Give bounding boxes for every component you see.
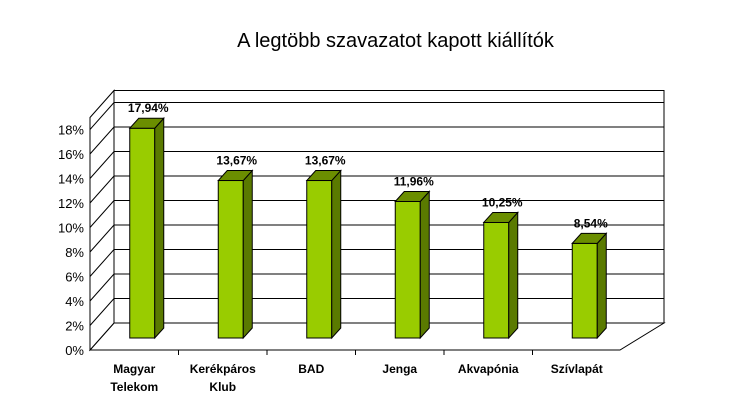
y-tick-label: 18% [58,123,84,138]
y-tick-label: 0% [65,343,84,358]
category-label: Szívlapát [551,362,603,376]
bar-front [394,200,421,339]
bar-front [571,242,598,339]
category-label: BAD [298,362,324,376]
gridline [89,175,664,204]
bar-top [571,232,608,244]
bar-top [305,170,342,182]
bar-front [129,127,156,339]
category-label: Kerékpáros [190,362,256,376]
y-tick-label: 6% [65,270,84,285]
data-label: 13,67% [305,154,346,168]
category-label: Akvapónia [458,362,519,376]
gridline [89,249,664,277]
gridline [89,151,664,179]
gridline [89,224,664,253]
chart-title: A legtöbb szavazatot kapott kiállítók [237,30,554,52]
bar-side [242,169,253,340]
data-label: 13,67% [216,154,257,168]
bar-side [419,190,430,340]
bar-front [306,180,333,339]
chart-side-wall [89,89,115,352]
category-label: Telekom [110,380,158,394]
data-label: 11,96% [394,174,434,188]
bar-side [154,116,165,340]
category-label: Klub [209,380,236,394]
y-tick-label: 12% [58,196,84,211]
bar-front [217,180,244,339]
y-tick-label: 14% [58,172,84,187]
gridline [89,273,664,302]
data-label: 17,94% [128,101,169,115]
y-tick-label: 8% [65,245,84,260]
gridline [89,102,664,130]
gridline [89,200,664,228]
category-label: Magyar [113,362,155,376]
bar-top [128,117,165,129]
y-tick-label: 2% [65,319,84,334]
bar-top [217,170,254,182]
bar-top [482,211,519,223]
category-label: Jenga [382,362,417,376]
bar-front [483,221,510,339]
gridline [89,126,664,155]
bar-side [508,211,519,340]
y-tick-label: 16% [58,147,84,162]
bar-side [331,169,342,340]
gridline [89,298,664,326]
bar-top [394,190,431,202]
y-tick-label: 10% [58,221,84,236]
bar-side [596,232,607,340]
data-label: 8,54% [574,216,608,230]
y-tick-label: 4% [65,294,84,309]
data-label: 10,25% [482,195,523,209]
